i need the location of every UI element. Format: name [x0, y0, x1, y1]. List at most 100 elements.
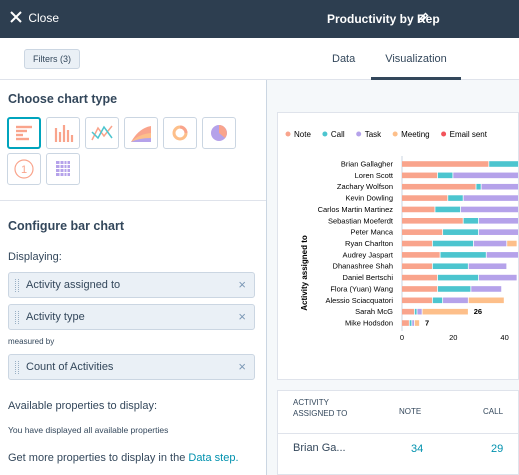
category-label: Brian Gallagher	[341, 160, 394, 169]
bar-segment	[437, 286, 471, 292]
tab[interactable]: Data	[332, 53, 356, 65]
icon	[56, 161, 70, 176]
x-tick-label: 40	[500, 333, 508, 342]
label: Displaying:	[8, 251, 62, 263]
remove-icon[interactable]: ×	[238, 309, 246, 324]
bar-segment	[468, 263, 507, 270]
bar-segment	[402, 274, 438, 281]
category-label: Sarah McG	[355, 307, 393, 316]
legend-swatch	[322, 131, 328, 137]
property-pill[interactable]: Count of Activities ×	[8, 354, 255, 380]
chart-card: Activity assigned to Note Call Task Meeting…	[277, 112, 519, 380]
bar-segment	[432, 240, 474, 247]
chart-type-option[interactable]	[163, 117, 197, 149]
data-label: 26	[474, 307, 482, 316]
bar-segment	[476, 183, 481, 190]
icon	[91, 125, 113, 141]
legend-swatch	[285, 131, 291, 137]
category-label: Audrey Jaspart	[343, 250, 394, 259]
note: You have displayed all available propert…	[8, 425, 169, 435]
bar-segment	[402, 286, 438, 292]
pill-text: Activity assigned to	[26, 279, 121, 291]
toolbar: Filters (3) Data Visualization	[0, 38, 519, 80]
icon	[211, 125, 227, 141]
category-label: Loren Scott	[355, 171, 394, 180]
bar-segment	[468, 297, 504, 304]
label: Available properties to display:	[8, 400, 157, 412]
bar-segment	[473, 240, 507, 247]
remove-icon[interactable]: ×	[238, 359, 246, 374]
legend-swatch	[441, 131, 447, 137]
row-divider	[278, 433, 519, 434]
cell-link[interactable]: 34	[411, 443, 424, 455]
icon	[172, 125, 188, 141]
heading: Configure bar chart	[8, 219, 124, 233]
label: measured by	[8, 337, 55, 346]
category-label: Alessio Sciacquatori	[325, 296, 393, 305]
icon	[131, 126, 151, 142]
more-text: Get more properties to display in the Da…	[8, 452, 239, 464]
bar-segment	[414, 320, 420, 326]
chart-type-option[interactable]: 1	[7, 153, 41, 185]
column-header: NOTE	[399, 407, 422, 416]
bar-segment	[422, 308, 468, 315]
bar-segment	[402, 240, 432, 247]
bar-segment	[402, 172, 438, 179]
bar-segment	[463, 195, 518, 201]
bar-segment	[437, 274, 479, 281]
bar-segment	[437, 172, 453, 179]
icon	[16, 125, 32, 141]
remove-icon[interactable]: ×	[238, 277, 246, 292]
top-bar: Close Productivity by Rep	[0, 0, 519, 38]
category-label: Zachary Wolfson	[337, 182, 393, 191]
chart-type-option[interactable]	[202, 117, 236, 149]
chart-type-option[interactable]	[124, 117, 158, 149]
chart-type-option[interactable]	[85, 117, 119, 149]
legend-label: Email sent	[450, 130, 488, 139]
bar-segment	[481, 183, 518, 190]
legend-label: Note	[294, 130, 311, 139]
cell-link[interactable]: 29	[491, 443, 504, 455]
sidebar: Choose chart type 1 Configure bar chart …	[0, 80, 267, 475]
bar-segment	[443, 229, 479, 235]
bar-segment	[432, 297, 443, 304]
bar-segment	[461, 206, 518, 213]
category-label: Dhanashree Shah	[333, 262, 393, 271]
category-label: Ryan Charlton	[345, 239, 393, 248]
close-button[interactable]: Close	[10, 11, 110, 29]
column-header: CALL	[483, 407, 504, 416]
bar-segment	[402, 218, 463, 224]
property-pill[interactable]: Activity type ×	[8, 304, 255, 330]
bar-segment	[478, 229, 518, 235]
chart-type-option[interactable]	[46, 117, 80, 149]
cell: Brian Ga...	[293, 442, 346, 454]
bar-segment	[435, 206, 461, 213]
property-pill[interactable]: Activity assigned to ×	[8, 272, 255, 298]
bar-segment	[489, 161, 518, 167]
bar-segment	[402, 206, 435, 213]
bar-segment	[478, 218, 518, 224]
legend-label: Call	[331, 130, 345, 139]
chart-type-option[interactable]	[7, 117, 41, 149]
filters-button[interactable]: Filters (3)	[24, 49, 80, 69]
y-axis-title: Activity assigned to	[300, 235, 309, 311]
bar-segment	[402, 320, 409, 326]
pill-text: Count of Activities	[26, 361, 114, 373]
legend-label: Meeting	[401, 130, 429, 139]
chart-type-option[interactable]	[46, 153, 80, 185]
close-icon	[10, 11, 22, 23]
bar-segment	[486, 252, 518, 258]
data-step-link[interactable]: Data step.	[188, 452, 239, 464]
divider	[0, 200, 266, 201]
bar-segment	[414, 308, 417, 315]
icon	[54, 125, 74, 142]
tab-active[interactable]: Visualization	[371, 38, 461, 80]
edit-icon[interactable]	[417, 12, 429, 24]
legend-swatch	[392, 131, 398, 137]
icon: 1	[14, 159, 34, 179]
legend-swatch	[356, 131, 362, 137]
bar-segment	[448, 195, 463, 201]
bar-segment	[417, 308, 422, 315]
bar-segment	[402, 161, 489, 167]
